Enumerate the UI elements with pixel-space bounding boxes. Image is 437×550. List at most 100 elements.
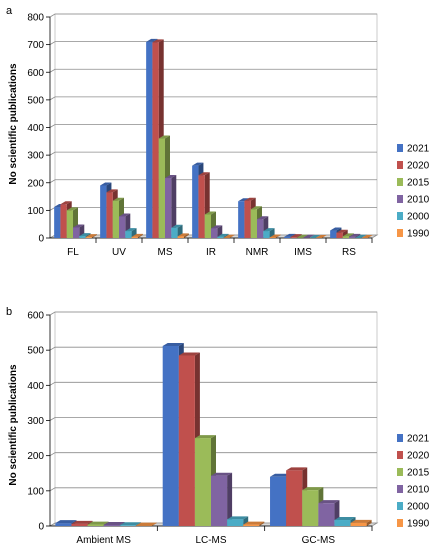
- bar: [85, 234, 97, 238]
- bar: [131, 233, 143, 238]
- bar-front: [112, 200, 119, 238]
- bar-front: [194, 438, 211, 526]
- gridline: [49, 41, 377, 45]
- y-tick-label: 200: [27, 451, 44, 462]
- legend-label: 1990: [407, 229, 430, 240]
- gridline: [49, 179, 377, 184]
- y-tick-label: 200: [27, 178, 44, 189]
- bar-top: [119, 522, 141, 526]
- bar-top: [342, 233, 354, 237]
- bar-top: [152, 39, 164, 43]
- bar-front: [178, 355, 195, 526]
- bar-top: [211, 225, 223, 229]
- bar-top: [355, 234, 367, 238]
- x-tick-label: IMS: [294, 247, 312, 258]
- bar-front: [204, 214, 211, 238]
- panel-b-ylabel: No scientific publications: [8, 364, 19, 486]
- bar-side: [183, 233, 189, 238]
- bar-front: [85, 237, 92, 238]
- bar-front: [152, 42, 159, 238]
- y-tick-label: 400: [27, 123, 44, 134]
- bar-top: [244, 197, 256, 201]
- legend-label: 2000: [407, 212, 430, 223]
- bar-top: [71, 520, 93, 524]
- bar-side: [275, 234, 281, 238]
- x-tick-label: NMR: [246, 247, 269, 258]
- gridline: [49, 346, 377, 351]
- bar-front: [87, 524, 104, 526]
- x-tick-label: GC-MS: [302, 535, 336, 546]
- legend-swatch: [397, 212, 403, 220]
- bar-top: [146, 38, 158, 42]
- bar-front: [227, 519, 244, 526]
- y-tick-label: 0: [38, 522, 44, 533]
- bar-top: [303, 234, 315, 238]
- bar-top: [361, 235, 373, 238]
- bar-top: [165, 175, 177, 179]
- bar-top: [198, 172, 210, 176]
- bar-front: [318, 503, 335, 526]
- bar-front: [269, 237, 276, 238]
- bar-top: [100, 182, 112, 186]
- gridline: [49, 124, 377, 128]
- panel-a-label: a: [6, 5, 13, 17]
- bar-top: [192, 162, 204, 166]
- bar-top: [112, 197, 124, 201]
- bar-front: [165, 178, 172, 238]
- bar-front: [302, 490, 319, 526]
- bar-front: [131, 236, 138, 238]
- bar: [303, 234, 315, 238]
- x-tick-label: FL: [67, 247, 79, 258]
- legend-swatch: [397, 502, 403, 510]
- bar-front: [290, 237, 297, 238]
- panel-a-ylabel: No scientific publications: [8, 63, 19, 185]
- bar-front: [119, 216, 126, 238]
- bar-top: [257, 216, 269, 220]
- bar-side: [171, 175, 177, 238]
- x-tick-label: RS: [342, 247, 356, 258]
- gridline: [49, 311, 377, 316]
- bar-front: [342, 236, 349, 238]
- legend-label: 2010: [407, 195, 430, 206]
- chart-b: 0 100 200 300 400 500 600 Ambient MS LC-MS GC-MS: [27, 311, 379, 546]
- bar-top: [177, 233, 189, 237]
- bar-top: [334, 517, 356, 521]
- bar-front: [350, 522, 367, 526]
- bar-front: [71, 523, 88, 526]
- legend-a: 2021 2020 2015 2010 2000 1990: [397, 144, 430, 240]
- y-tick-label: 600: [27, 68, 44, 79]
- bar-top: [162, 342, 184, 346]
- bar-top: [135, 522, 157, 526]
- bar-top: [217, 233, 229, 237]
- bar-top: [66, 207, 78, 211]
- gridline: [49, 68, 377, 73]
- bar-top: [227, 516, 249, 520]
- y-tick-label: 400: [27, 381, 44, 392]
- bar-top: [125, 228, 137, 232]
- bar-top: [290, 234, 302, 238]
- bar: [177, 233, 189, 238]
- legend-label: 2010: [407, 485, 430, 496]
- bar-top: [178, 352, 200, 356]
- y-tick-label: 100: [27, 206, 44, 217]
- gridline: [49, 151, 377, 156]
- bar-top: [119, 213, 131, 217]
- gridline: [49, 487, 377, 492]
- y-tick-label: 300: [27, 416, 44, 427]
- bar-front: [73, 227, 80, 238]
- legend-label: 2020: [407, 451, 430, 462]
- bar: [315, 235, 327, 238]
- bar-front: [103, 524, 120, 526]
- legend-label: 2021: [407, 434, 430, 445]
- bar: [355, 234, 367, 238]
- x-tick-label: MS: [158, 247, 173, 258]
- bar-front: [286, 470, 303, 526]
- bar-top: [336, 229, 348, 233]
- gridline: [49, 13, 377, 18]
- bar-front: [162, 345, 179, 526]
- bar-front: [119, 525, 136, 526]
- y-tick-label: 700: [27, 40, 44, 51]
- legend-swatch: [397, 468, 403, 476]
- bar-front: [243, 524, 260, 526]
